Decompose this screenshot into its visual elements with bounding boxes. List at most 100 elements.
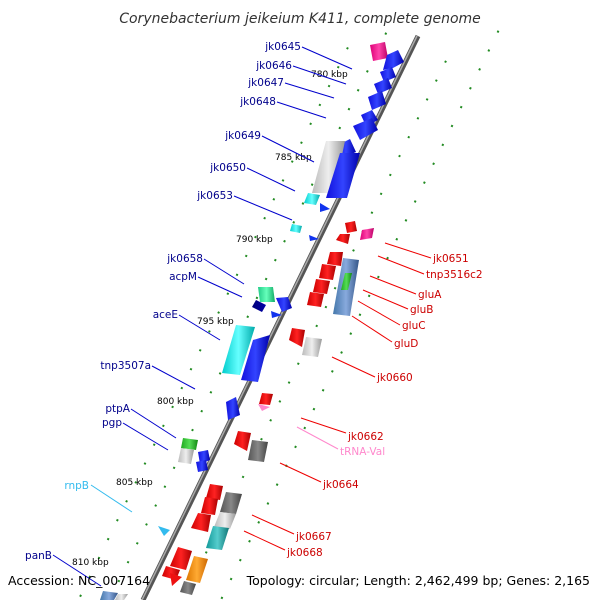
gene-label-jk0664[interactable]: jk0664	[322, 479, 359, 491]
gene-arrow[interactable]	[380, 67, 396, 82]
track-tick	[106, 537, 110, 541]
scale-label: 795 kbp	[197, 317, 234, 327]
gene-arrow[interactable]	[241, 335, 270, 382]
gene-label-jk0645[interactable]: jk0645	[264, 41, 301, 53]
gene-label-gluD[interactable]: gluD	[394, 338, 418, 350]
gene-arrow[interactable]	[327, 252, 343, 266]
gene-arrow[interactable]	[353, 118, 378, 140]
track-tick	[333, 286, 337, 290]
scale-label: 810 kbp	[72, 558, 109, 568]
gene-arrow[interactable]	[336, 234, 350, 244]
gene-label-panB[interactable]: panB	[25, 550, 52, 562]
track-tick	[278, 400, 282, 403]
track-tick	[386, 256, 389, 260]
gene-label-rnpB[interactable]: rnpB	[64, 480, 89, 492]
topology-text: Topology: circular; Length: 2,462,499 bp…	[246, 573, 590, 588]
gene-arrow[interactable]	[368, 91, 386, 110]
gene-arrow[interactable]	[326, 153, 360, 198]
gene-feature[interactable]	[115, 594, 128, 600]
gene-label-pgp[interactable]: pgp	[102, 417, 122, 429]
gene-feature[interactable]	[180, 581, 196, 595]
gene-label-jk0653[interactable]: jk0653	[196, 190, 233, 202]
track-tick	[246, 315, 250, 319]
gene-feature[interactable]	[341, 273, 352, 290]
gene-label-gluB[interactable]: gluB	[410, 304, 433, 316]
gene-arrow[interactable]	[289, 328, 305, 347]
gene-arrow[interactable]	[206, 484, 223, 500]
gene-label-tnp3516c2[interactable]: tnp3516c2	[426, 269, 483, 281]
gene-feature[interactable]	[158, 526, 170, 536]
gene-arrow[interactable]	[271, 311, 282, 318]
gene-arrow[interactable]	[276, 297, 292, 312]
gene-feature[interactable]	[214, 512, 236, 529]
gene-feature[interactable]	[100, 591, 118, 600]
gene-arrow[interactable]	[191, 513, 211, 532]
gene-label-jk0649[interactable]: jk0649	[224, 130, 261, 142]
track-tick	[294, 445, 297, 449]
gene-arrow[interactable]	[201, 497, 218, 515]
gene-label-jk0650[interactable]: jk0650	[209, 162, 246, 174]
gene-label-tRNA-Val[interactable]: tRNA-Val	[340, 446, 385, 458]
track-tick	[413, 200, 417, 203]
gene-label-gluC[interactable]: gluC	[402, 320, 426, 332]
gene-label-jk0647[interactable]: jk0647	[247, 77, 284, 89]
track-tick	[117, 579, 121, 583]
gene-feature[interactable]	[304, 193, 320, 205]
gene-feature[interactable]	[206, 526, 229, 550]
gene-arrow[interactable]	[259, 393, 273, 405]
track-tick	[340, 351, 343, 354]
gene-arrow[interactable]	[226, 397, 240, 420]
gene-feature[interactable]	[370, 42, 388, 61]
track-tick	[441, 143, 445, 147]
trna-feature[interactable]	[258, 404, 270, 411]
track-dots	[79, 30, 500, 600]
gene-arrow[interactable]	[170, 573, 182, 586]
gene-feature[interactable]	[248, 440, 268, 462]
gene-label-jk0658[interactable]: jk0658	[166, 253, 203, 265]
gene-arrow[interactable]	[234, 431, 251, 451]
gene-label-jk0651[interactable]: jk0651	[432, 253, 469, 265]
track-tick	[318, 103, 322, 107]
gene-feature[interactable]	[181, 438, 198, 450]
gene-label-jk0662[interactable]: jk0662	[347, 431, 384, 443]
track-tick	[404, 219, 408, 222]
gene-feature[interactable]	[186, 556, 208, 583]
gene-label-tnp3507a[interactable]: tnp3507a	[100, 360, 151, 372]
track-tick	[416, 116, 420, 120]
gene-arrow[interactable]	[307, 292, 324, 307]
gene-feature[interactable]	[258, 287, 275, 302]
gene-label-jk0648[interactable]: jk0648	[239, 96, 276, 108]
gene-arrow[interactable]	[319, 264, 336, 280]
track-tick	[275, 483, 279, 486]
gene-arrow[interactable]	[383, 50, 404, 70]
gene-arrow[interactable]	[345, 221, 357, 233]
gene-arrow[interactable]	[170, 547, 192, 570]
gene-label-acpM[interactable]: acpM	[169, 271, 197, 283]
gene-feature[interactable]	[222, 325, 255, 375]
track-tick	[134, 481, 138, 484]
gene-feature[interactable]	[220, 492, 242, 514]
gene-feature[interactable]	[302, 337, 322, 357]
gene-label-jk0667[interactable]: jk0667	[295, 531, 332, 543]
scale-label: 805 kbp	[116, 478, 153, 488]
track-tick	[189, 367, 193, 371]
gene-arrow[interactable]	[309, 235, 319, 241]
gene-label-jk0668[interactable]: jk0668	[286, 547, 323, 559]
gene-feature[interactable]	[290, 224, 302, 233]
gene-label-aceE[interactable]: aceE	[153, 309, 178, 321]
track-tick	[266, 502, 270, 505]
track-tick	[152, 443, 156, 447]
gene-arrow[interactable]	[374, 78, 392, 94]
gene-label-ptpA[interactable]: ptpA	[105, 403, 130, 415]
gene-arrow[interactable]	[313, 279, 330, 294]
gene-arrow[interactable]	[196, 460, 208, 472]
gene-label-jk0646[interactable]: jk0646	[255, 60, 292, 72]
gene-arrow[interactable]	[320, 203, 330, 212]
gene-arrow[interactable]	[198, 450, 210, 464]
gene-feature[interactable]	[360, 228, 374, 240]
gene-feature[interactable]	[252, 300, 266, 312]
gene-feature[interactable]	[178, 448, 194, 464]
gene-label-gluA[interactable]: gluA	[418, 289, 442, 301]
gene-label-jk0660[interactable]: jk0660	[376, 372, 413, 384]
